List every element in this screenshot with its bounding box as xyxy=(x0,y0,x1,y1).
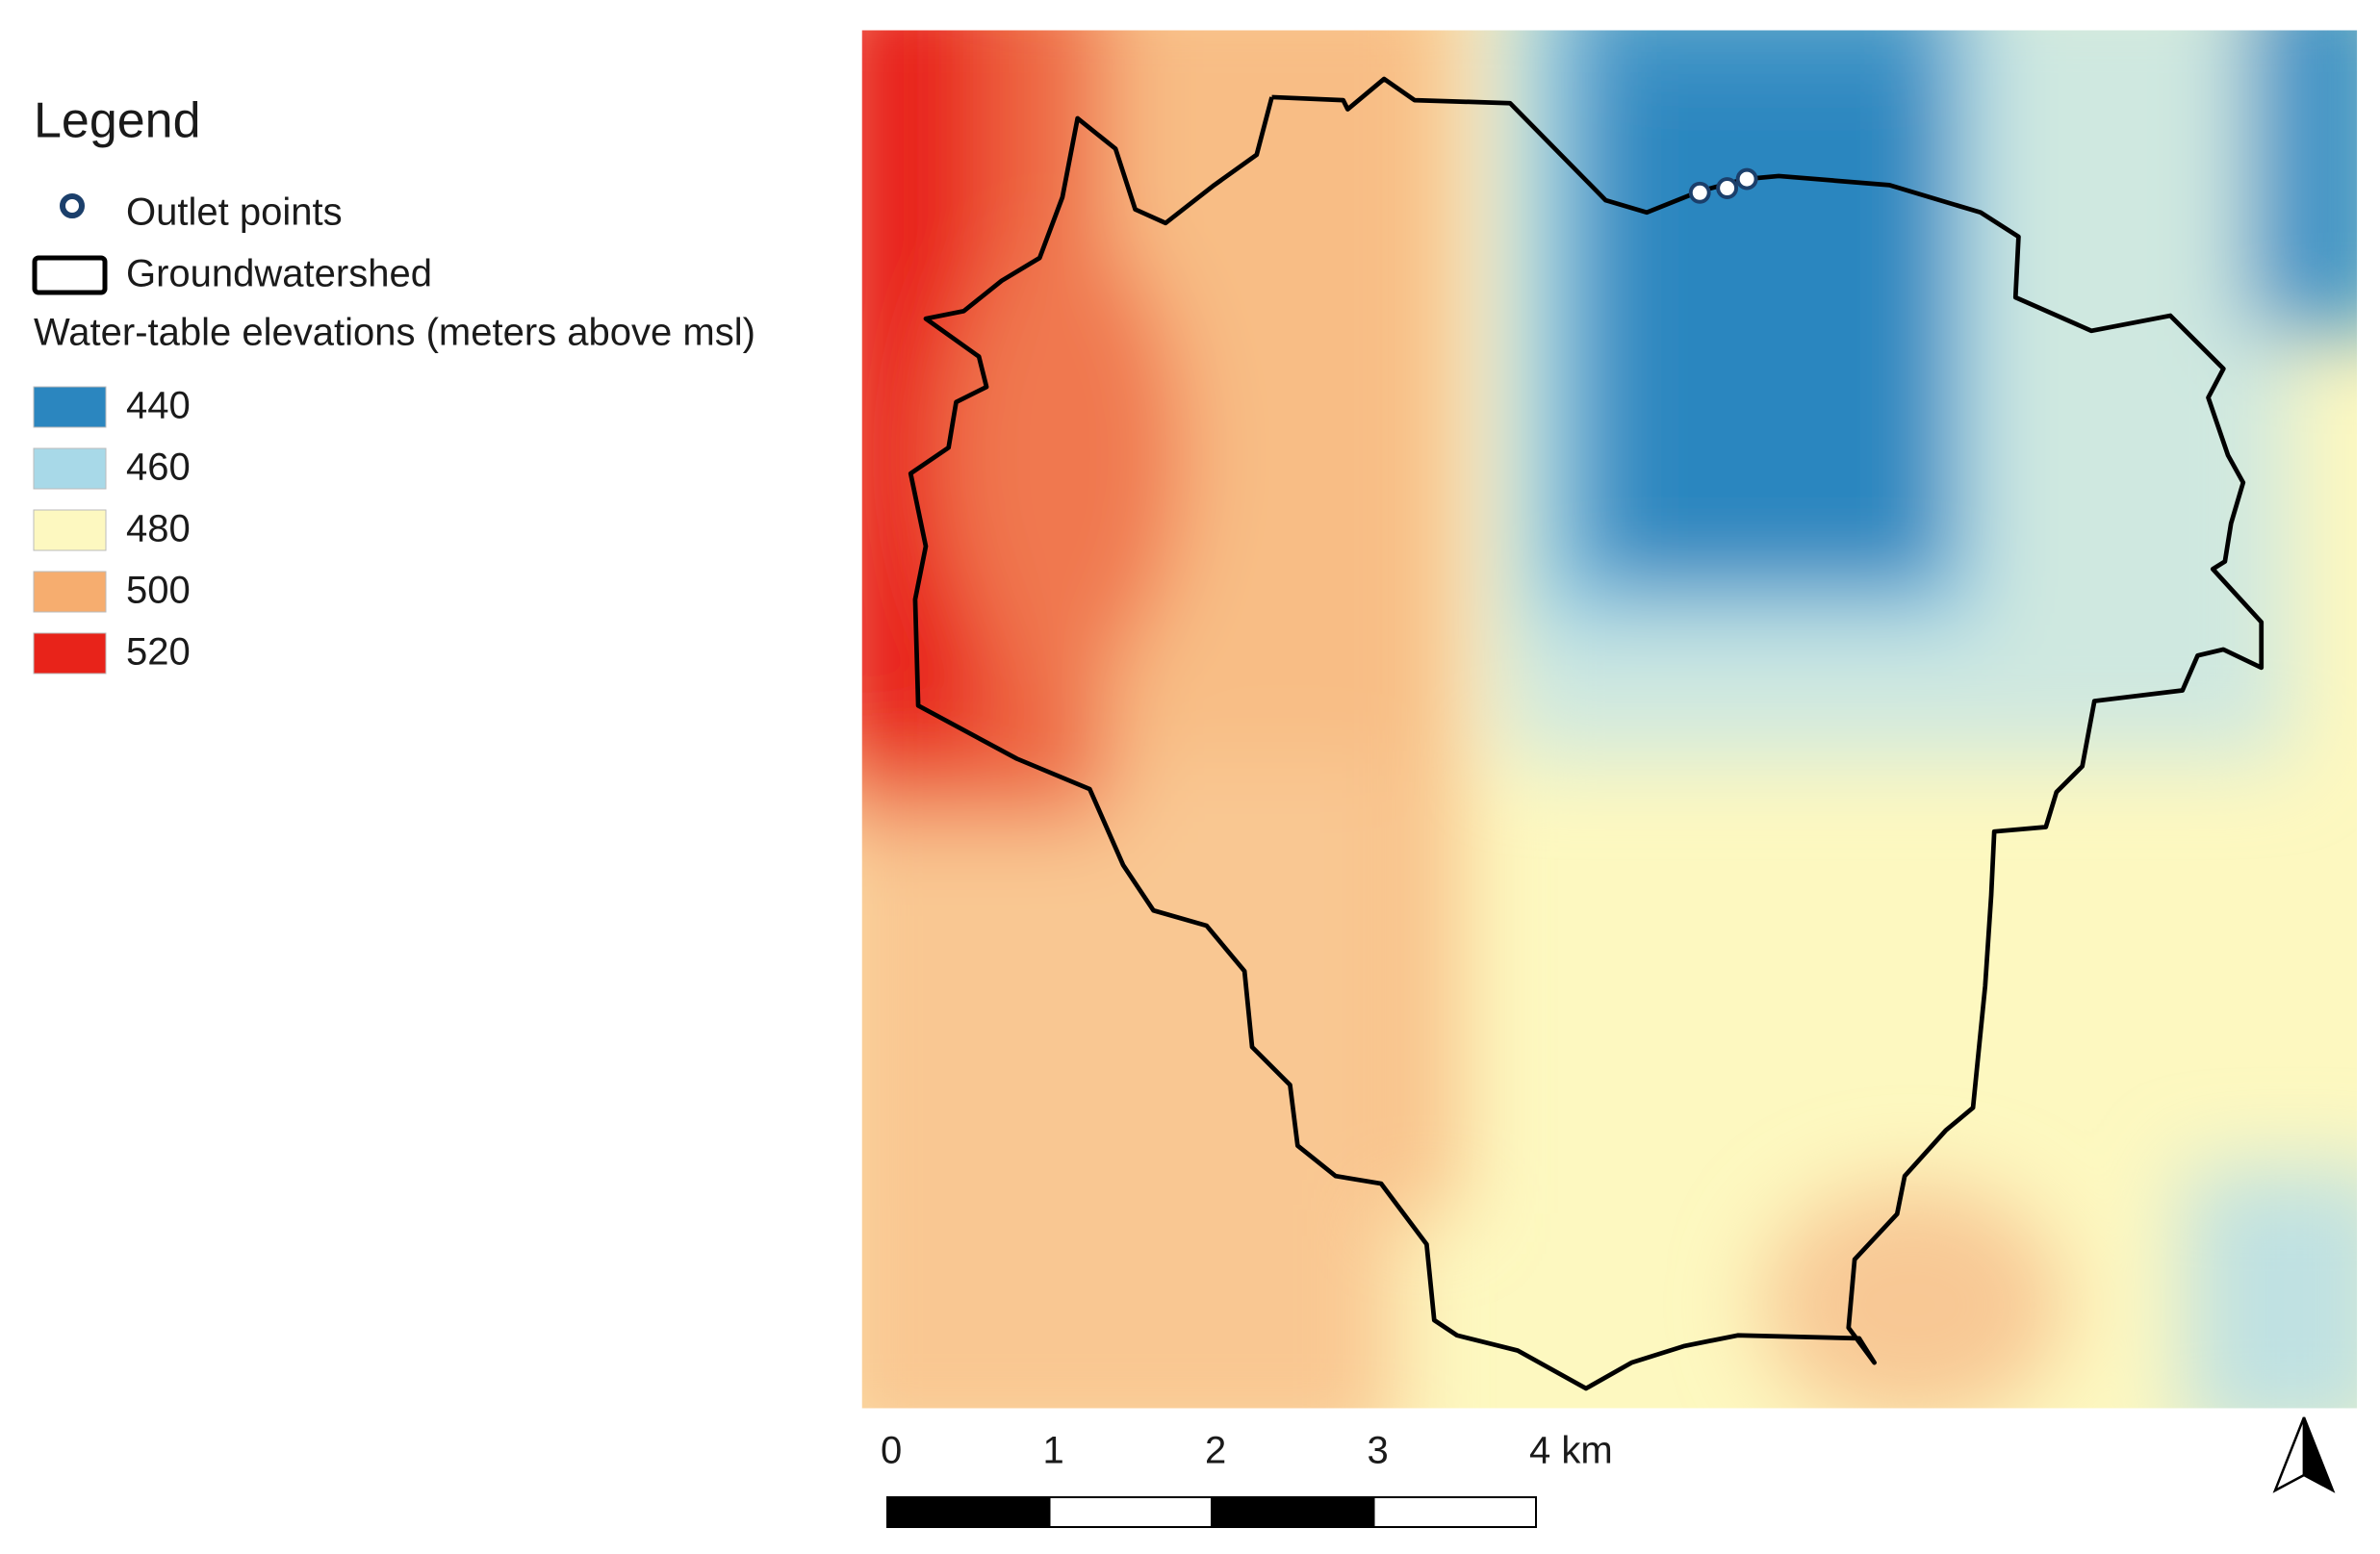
class-swatch xyxy=(33,571,107,613)
scale-segment xyxy=(1048,1496,1213,1528)
scale-label: 0 xyxy=(881,1430,902,1472)
outlet-points xyxy=(1688,167,1758,204)
class-swatch xyxy=(33,386,107,428)
groundwatershed-boundary xyxy=(908,76,2265,1391)
legend-subtitle: Water-table elevations (meters above msl… xyxy=(34,312,755,354)
class-swatch xyxy=(33,632,107,675)
class-label: 520 xyxy=(126,631,191,674)
scale-label: 2 xyxy=(1205,1430,1226,1472)
legend-title: Legend xyxy=(34,93,201,149)
class-label: 460 xyxy=(126,446,191,489)
map-frame xyxy=(861,30,2358,1409)
north-arrow xyxy=(2272,1416,2336,1493)
legend-item: Outlet points xyxy=(126,191,343,234)
class-label: 500 xyxy=(126,570,191,612)
scale-segment xyxy=(1211,1496,1375,1528)
outlet-symbol xyxy=(60,193,85,218)
class-swatch xyxy=(33,509,107,551)
scale-segment xyxy=(1372,1496,1537,1528)
class-swatch xyxy=(33,447,107,490)
class-label: 480 xyxy=(126,508,191,550)
scale-bar: 0 1 2 3 4 km xyxy=(881,1430,1613,1528)
legend-item: Groundwatershed xyxy=(126,253,432,295)
scale-label: 1 xyxy=(1043,1430,1064,1472)
class-label: 440 xyxy=(126,385,191,427)
scale-label: 3 xyxy=(1368,1430,1389,1472)
watershed-symbol xyxy=(32,255,108,295)
scale-segment xyxy=(886,1496,1051,1528)
legend-classes: 440 460 480 500 520 xyxy=(33,385,191,675)
scale-label: 4 km xyxy=(1529,1430,1613,1472)
